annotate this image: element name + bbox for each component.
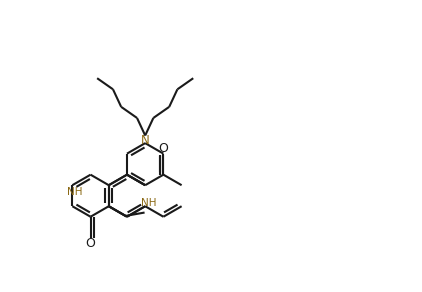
Text: NH: NH	[141, 198, 157, 208]
Text: O: O	[86, 237, 95, 251]
Text: NH: NH	[67, 187, 82, 197]
Text: N: N	[141, 134, 149, 147]
Text: O: O	[159, 142, 168, 155]
